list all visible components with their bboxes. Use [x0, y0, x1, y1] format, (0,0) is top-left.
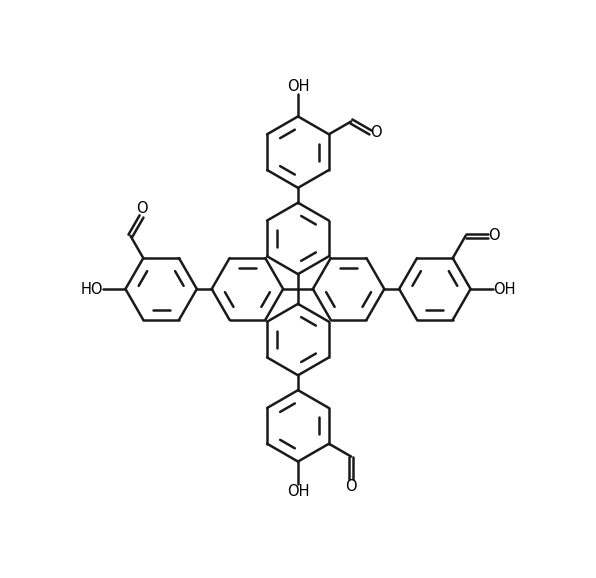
- Text: O: O: [371, 125, 382, 140]
- Text: O: O: [136, 201, 147, 216]
- Text: OH: OH: [287, 484, 309, 499]
- Text: HO: HO: [80, 281, 103, 297]
- Text: O: O: [346, 479, 357, 494]
- Text: O: O: [488, 228, 499, 243]
- Text: OH: OH: [287, 79, 309, 94]
- Text: OH: OH: [493, 281, 516, 297]
